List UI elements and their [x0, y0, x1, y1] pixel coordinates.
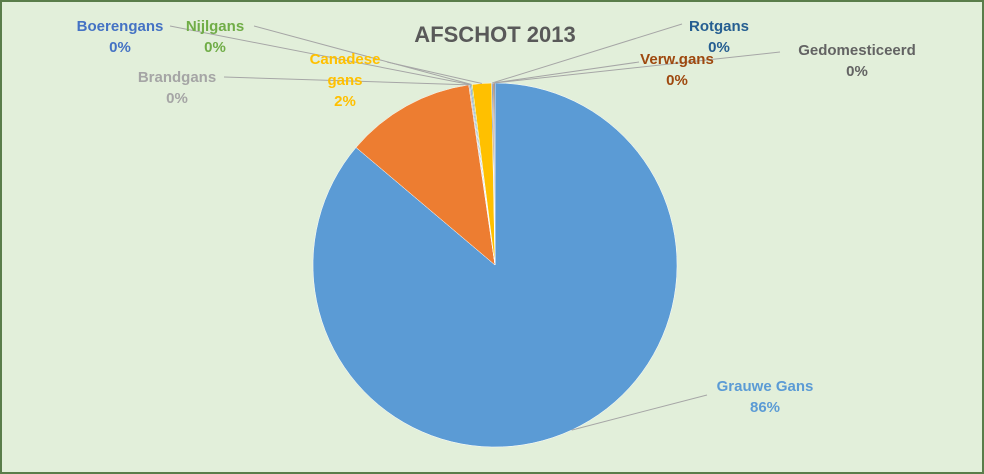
label-percent: 0%	[666, 72, 688, 89]
leader-line	[169, 25, 471, 86]
label-name: Nijlgans	[185, 18, 245, 35]
data-label: Verw.gans 0%	[627, 49, 727, 91]
leader-line	[491, 23, 683, 84]
label-name: Grauwe Gans	[716, 378, 814, 395]
data-label: Canadese gans 2%	[305, 49, 385, 112]
leader-line	[571, 394, 708, 431]
label-percent: 0%	[846, 63, 868, 80]
label-name: Verw.gans	[640, 51, 714, 68]
label-name: Brandgans	[137, 69, 217, 86]
data-label: Nijlgans 0%	[170, 16, 260, 58]
label-percent: 0%	[708, 39, 730, 56]
pie-slice	[355, 84, 496, 266]
label-percent: 86%	[749, 399, 781, 416]
label-name: Rotgans	[689, 18, 749, 35]
label-percent: 0%	[109, 39, 131, 56]
label-percent: 2%	[334, 93, 356, 110]
label-percent: 0%	[166, 90, 188, 107]
leader-line	[253, 25, 472, 85]
data-label: Rotgans 0%	[674, 16, 764, 58]
data-label: Brandgans 0%	[127, 67, 227, 109]
label-name: Gedomesticeerd	[798, 42, 916, 59]
chart-title: AFSCHOT 2013	[414, 22, 576, 47]
leader-line	[494, 51, 781, 84]
leader-line	[386, 61, 482, 84]
leader-line	[493, 61, 640, 84]
label-name: Boerengans	[76, 18, 164, 35]
data-label: Gedomesticeerd 0%	[777, 40, 937, 82]
data-label: Boerengans 0%	[65, 16, 175, 58]
label-percent: 0%	[204, 39, 226, 56]
leader-line	[223, 76, 470, 86]
data-label: Grauwe Gans 86%	[705, 376, 825, 418]
label-name: Canadese gans	[309, 51, 381, 89]
